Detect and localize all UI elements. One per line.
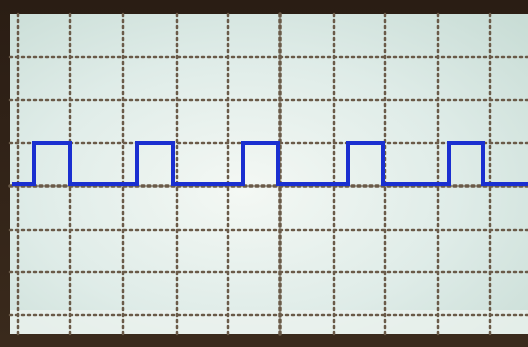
page: (() => { const ns = 'http://www.w3.org/2… xyxy=(0,0,528,347)
oscilloscope-photo xyxy=(0,0,528,347)
screen-glare xyxy=(10,310,528,334)
